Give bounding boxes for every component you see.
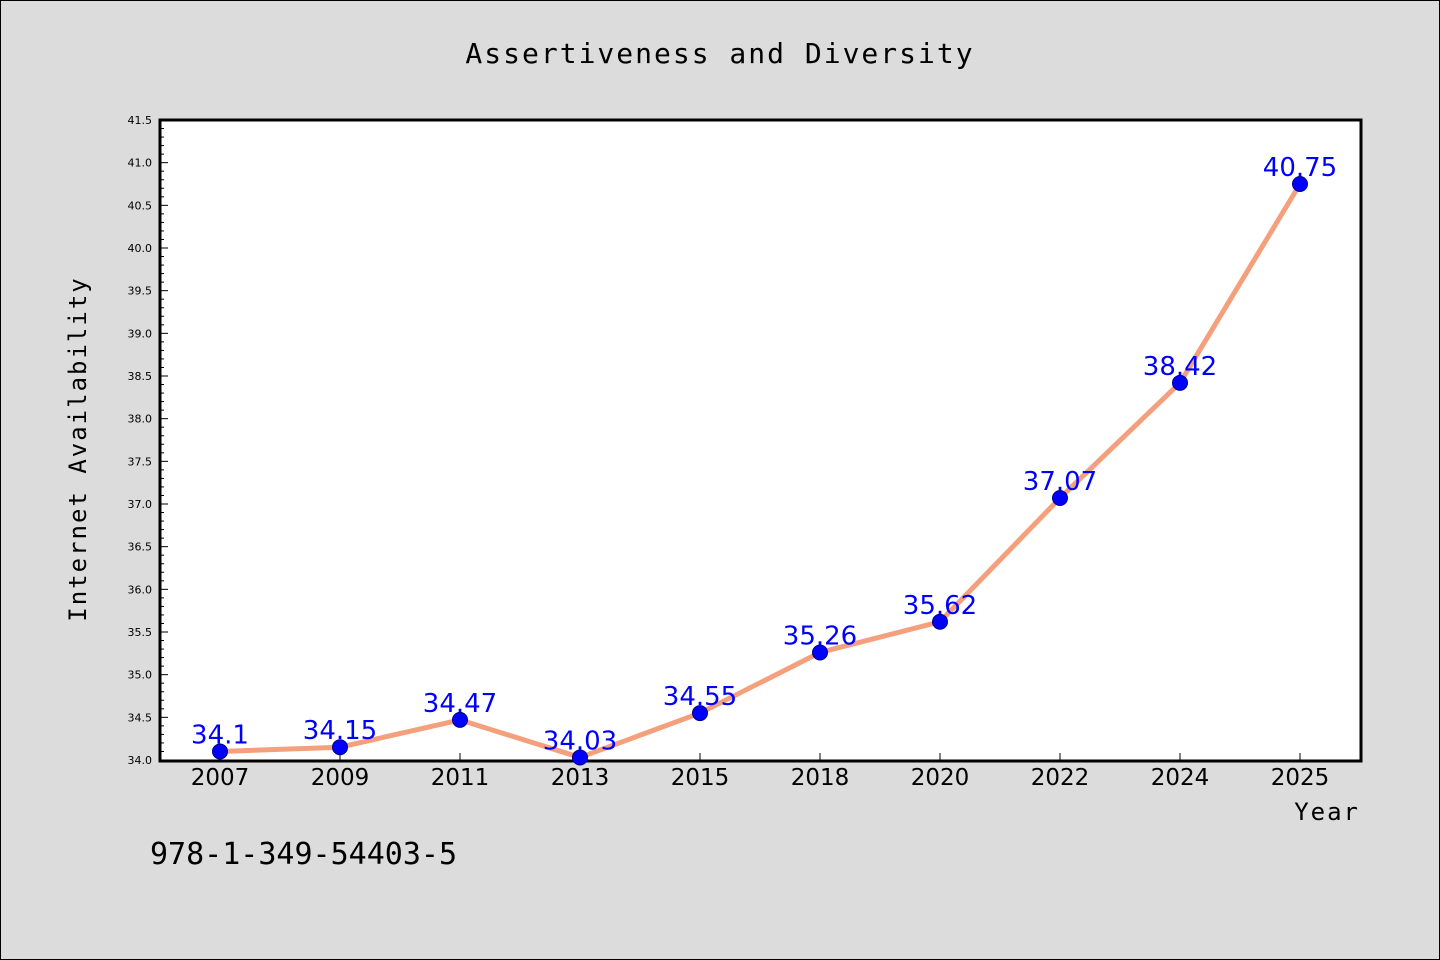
y-tick-label: 38.5 — [128, 370, 153, 383]
data-point-marker — [812, 644, 828, 661]
data-point-label: 34.15 — [303, 716, 377, 746]
y-tick-label: 41.0 — [128, 157, 153, 170]
data-point-marker — [692, 705, 708, 722]
y-tick-label: 41.5 — [128, 114, 153, 127]
data-point-label: 34.1 — [191, 720, 249, 750]
x-axis-label: Year — [1294, 798, 1360, 826]
data-point-label: 40.75 — [1263, 153, 1337, 183]
data-point-marker — [1172, 374, 1188, 391]
x-tick-label: 2025 — [1271, 765, 1330, 791]
y-tick-label: 39.0 — [128, 327, 153, 340]
y-tick-label: 37.5 — [128, 455, 153, 468]
data-point-label: 38.42 — [1143, 352, 1217, 382]
y-axis-ticks: 34.0 34.5 35.0 35.5 36.0 36.5 37.0 37.5 38.0 38.5… — [128, 114, 168, 767]
data-point-marker — [1052, 490, 1068, 507]
data-point-marker — [332, 739, 348, 756]
plot-area — [158, 118, 1363, 763]
y-tick-label: 40.0 — [128, 242, 153, 255]
y-tick-label: 37.0 — [128, 498, 153, 511]
y-tick-label: 35.5 — [128, 626, 153, 639]
x-tick-label: 2013 — [551, 765, 610, 791]
x-tick-label: 2020 — [911, 765, 970, 791]
data-point-label: 34.03 — [543, 726, 617, 756]
data-point-marker — [932, 613, 948, 630]
data-point-label: 35.62 — [903, 591, 977, 621]
data-point-label: 35.26 — [783, 621, 857, 651]
x-tick-label: 2015 — [671, 765, 730, 791]
x-tick-label: 2009 — [311, 765, 370, 791]
data-point-marker — [572, 749, 588, 766]
x-tick-label: 2011 — [431, 765, 490, 791]
x-axis-ticks: 2007 2009 2011 2013 2015 2018 2020 2022 2024 2025 — [191, 753, 1330, 791]
chart-title: Assertiveness and Diversity — [465, 37, 974, 70]
y-axis-label: Internet Availability — [64, 276, 92, 621]
x-tick-label: 2024 — [1151, 765, 1210, 791]
y-tick-label: 35.0 — [128, 669, 153, 682]
y-tick-label: 36.5 — [128, 541, 153, 554]
x-tick-label: 2018 — [791, 765, 850, 791]
series-markers — [212, 176, 1308, 766]
series-line — [217, 181, 1303, 760]
data-point-marker — [212, 743, 228, 760]
x-tick-label: 2007 — [191, 765, 250, 791]
y-tick-label: 38.0 — [128, 413, 153, 426]
y-tick-label: 34.5 — [128, 711, 153, 724]
data-point-marker — [452, 711, 468, 728]
x-tick-label: 2022 — [1031, 765, 1090, 791]
y-tick-label: 39.5 — [128, 285, 153, 298]
y-tick-label: 36.0 — [128, 583, 153, 596]
isbn-annotation: 978-1-349-54403-5 — [150, 837, 457, 872]
data-point-label: 34.55 — [663, 682, 737, 712]
data-point-marker — [1292, 176, 1308, 192]
y-tick-label: 34.0 — [128, 754, 153, 767]
data-point-label: 37.07 — [1023, 467, 1097, 497]
data-labels: 34.1 34.15 34.47 34.03 34.55 35.26 35.62 37.07 3… — [191, 153, 1337, 756]
data-point-label: 34.47 — [423, 689, 497, 719]
y-tick-label: 40.5 — [128, 199, 153, 212]
